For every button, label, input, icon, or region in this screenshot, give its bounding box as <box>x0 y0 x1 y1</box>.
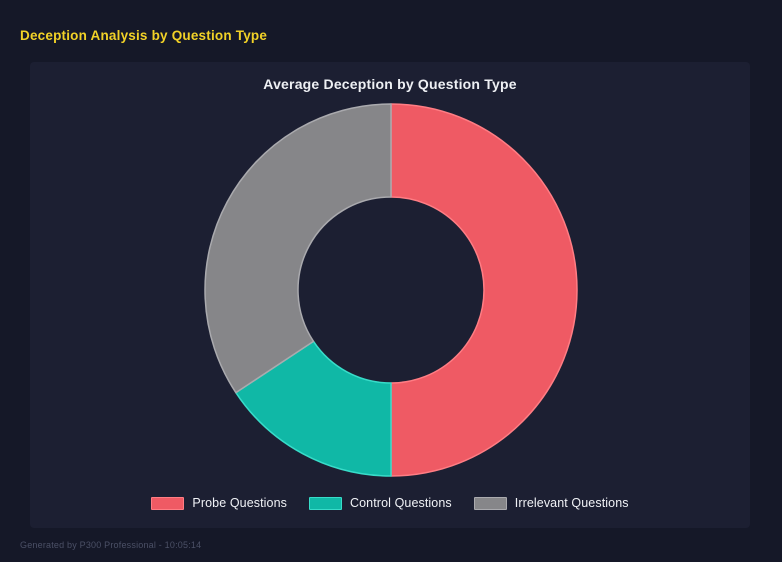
probe-legend-label: Probe Questions <box>192 496 287 510</box>
chart-title: Average Deception by Question Type <box>263 76 517 92</box>
donut-chart <box>204 103 578 477</box>
legend-item-probe[interactable]: Probe Questions <box>151 496 287 510</box>
donut-slice-1[interactable] <box>235 340 392 477</box>
chart-legend: Probe Questions Control Questions Irrele… <box>30 496 750 510</box>
irrelevant-legend-label: Irrelevant Questions <box>514 496 629 510</box>
legend-item-control[interactable]: Control Questions <box>309 496 452 510</box>
donut-slice-2[interactable] <box>204 103 392 394</box>
control-legend-swatch <box>309 496 342 510</box>
irrelevant-legend-swatch <box>473 496 507 510</box>
report-title: Deception Analysis by Question Type <box>20 28 268 43</box>
chart-panel: Average Deception by Question Type Probe… <box>30 62 750 528</box>
generated-footer: Generated by P300 Professional - 10:05:1… <box>20 540 202 550</box>
legend-item-irrelevant[interactable]: Irrelevant Questions <box>473 496 629 510</box>
donut-slice-0[interactable] <box>390 103 578 477</box>
probe-legend-swatch <box>151 496 185 510</box>
control-legend-label: Control Questions <box>350 496 452 510</box>
